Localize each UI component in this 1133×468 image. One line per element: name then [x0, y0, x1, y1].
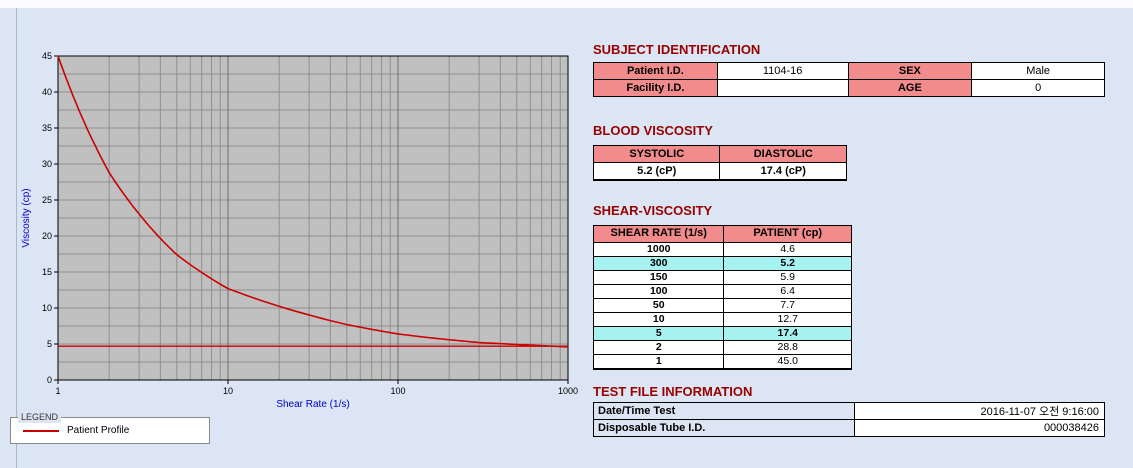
patient-cp-cell: 7.7: [723, 297, 852, 313]
svg-text:100: 100: [390, 386, 405, 396]
table-row: 50 7.7: [592, 297, 852, 313]
table-row: Facility I.D. AGE 0: [593, 79, 1105, 97]
diastolic-value: 17.4 (cP): [719, 162, 847, 180]
patient-cp-cell: 17.4: [723, 325, 852, 341]
svg-text:10: 10: [42, 303, 52, 313]
table-row: Date/Time Test 2016-11-07 오전 9:16:00: [592, 401, 1105, 420]
shear-rate-cell: 10: [592, 311, 725, 327]
age-label: AGE: [847, 79, 973, 97]
systolic-header: SYSTOLIC: [592, 145, 721, 163]
facility-id-value: [716, 79, 849, 97]
legend-entry: Patient Profile: [11, 418, 209, 443]
patient-profile-line-swatch: [23, 429, 59, 432]
patient-cp-cell: 5.9: [723, 269, 852, 285]
blood-viscosity-table: SYSTOLIC DIASTOLIC 5.2 (cP) 17.4 (cP): [592, 145, 847, 181]
shear-rate-cell: 50: [592, 297, 725, 313]
sex-label: SEX: [847, 62, 973, 80]
svg-text:10: 10: [223, 386, 233, 396]
date-time-test-label: Date/Time Test: [592, 401, 856, 420]
patient-cp-cell: 5.2: [723, 255, 852, 271]
svg-text:Viscosity (cp): Viscosity (cp): [21, 188, 32, 247]
table-row: 2 28.8: [592, 339, 852, 355]
window-top-strip: [0, 0, 1133, 8]
legend-series-label: Patient Profile: [67, 425, 130, 436]
shear-rate-cell: 300: [592, 255, 725, 271]
patient-cp-cell: 4.6: [723, 241, 852, 257]
test-file-information-table: Date/Time Test 2016-11-07 오전 9:16:00 Dis…: [592, 401, 1105, 437]
disposable-tube-id-value: 000038426: [854, 418, 1105, 437]
table-row: 150 5.9: [592, 269, 852, 285]
age-value: 0: [971, 79, 1105, 97]
svg-text:25: 25: [42, 195, 52, 205]
svg-text:30: 30: [42, 159, 52, 169]
table-row: 5.2 (cP) 17.4 (cP): [592, 162, 847, 180]
patient-cp-cell: 12.7: [723, 311, 852, 327]
svg-text:35: 35: [42, 123, 52, 133]
patient-cp-header: PATIENT (cp): [723, 224, 852, 243]
svg-text:45: 45: [42, 51, 52, 61]
facility-id-label: Facility I.D.: [593, 79, 718, 97]
report-data-panel: SUBJECT IDENTIFICATION Patient I.D. 1104…: [592, 42, 1105, 437]
subject-identification-title: SUBJECT IDENTIFICATION: [593, 42, 761, 57]
table-row: 10 12.7: [592, 311, 852, 327]
svg-text:Shear Rate (1/s): Shear Rate (1/s): [276, 399, 349, 410]
table-row: Patient I.D. 1104-16 SEX Male: [593, 62, 1105, 80]
svg-text:40: 40: [42, 87, 52, 97]
sex-value: Male: [971, 62, 1105, 80]
table-row: 300 5.2: [592, 255, 852, 271]
patient-cp-cell: 45.0: [723, 353, 852, 369]
chart-legend: LEGEND Patient Profile: [10, 411, 210, 444]
svg-text:1: 1: [55, 386, 60, 396]
shear-rate-cell: 2: [592, 339, 725, 355]
table-row: 5 17.4: [592, 325, 852, 341]
svg-text:15: 15: [42, 267, 52, 277]
subject-identification-table: Patient I.D. 1104-16 SEX Male Facility I…: [593, 62, 1105, 97]
table-row: 1000 4.6: [592, 241, 852, 257]
shear-rate-cell: 100: [592, 283, 725, 299]
disposable-tube-id-label: Disposable Tube I.D.: [592, 418, 856, 437]
patient-cp-cell: 28.8: [723, 339, 852, 355]
patient-id-value: 1104-16: [716, 62, 849, 80]
left-edge-divider: [16, 8, 17, 468]
shear-rate-header: SHEAR RATE (1/s): [592, 224, 725, 243]
legend-title: LEGEND: [18, 411, 62, 423]
table-row: SYSTOLIC DIASTOLIC: [592, 145, 847, 163]
svg-text:1000: 1000: [558, 386, 578, 396]
patient-id-label: Patient I.D.: [593, 62, 718, 80]
test-file-information-title: TEST FILE INFORMATION: [593, 383, 753, 399]
table-row: 1 45.0: [592, 353, 852, 369]
table-row: Disposable Tube I.D. 000038426: [592, 418, 1105, 437]
table-row: 100 6.4: [592, 283, 852, 299]
svg-text:0: 0: [47, 375, 52, 385]
shear-rate-cell: 150: [592, 269, 725, 285]
svg-text:20: 20: [42, 231, 52, 241]
shear-rate-cell: 1000: [592, 241, 725, 257]
shear-rate-cell: 5: [592, 325, 725, 341]
shear-viscosity-title: SHEAR-VISCOSITY: [593, 202, 713, 218]
shear-viscosity-chart: 0 5 10 15 20 25 30 35 40 45 1 10 100 1000 Shear Rate (…: [21, 51, 578, 410]
shear-viscosity-table: SHEAR RATE (1/s) PATIENT (cp) 1000 4.6 3…: [592, 224, 852, 370]
date-time-test-value: 2016-11-07 오전 9:16:00: [854, 401, 1105, 420]
shear-rate-cell: 1: [592, 353, 725, 369]
blood-viscosity-title: BLOOD VISCOSITY: [593, 123, 713, 138]
svg-text:5: 5: [47, 339, 52, 349]
systolic-value: 5.2 (cP): [592, 162, 721, 180]
patient-cp-cell: 6.4: [723, 283, 852, 299]
table-row: SHEAR RATE (1/s) PATIENT (cp): [592, 224, 852, 243]
diastolic-header: DIASTOLIC: [719, 145, 847, 163]
